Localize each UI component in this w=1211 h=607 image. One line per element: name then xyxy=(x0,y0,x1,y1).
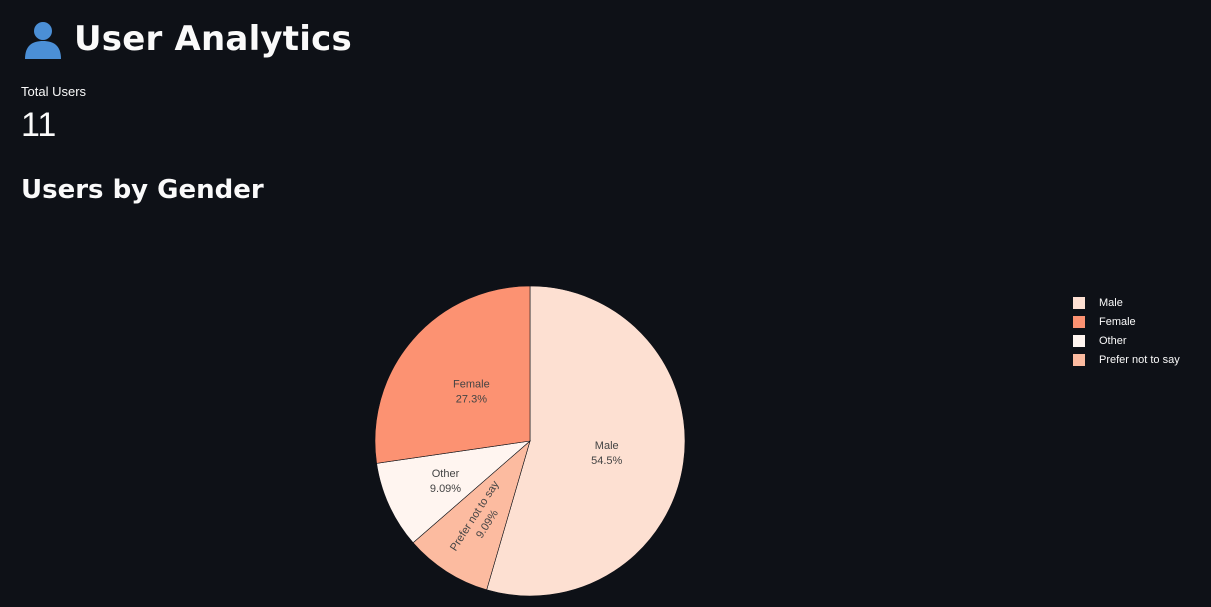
legend-swatch xyxy=(1073,296,1085,309)
page-header: User Analytics xyxy=(22,18,352,60)
legend-label: Prefer not to say xyxy=(1099,353,1180,366)
pie-label-male: Male 54.5% xyxy=(591,440,622,467)
legend-swatch xyxy=(1073,334,1085,347)
chart-legend[interactable]: Male Female Other Prefer not to say xyxy=(1073,293,1180,369)
page-title: User Analytics xyxy=(74,19,352,59)
legend-label: Male xyxy=(1099,296,1123,309)
legend-label: Other xyxy=(1099,334,1127,347)
pie-label-percent: 54.5% xyxy=(591,455,622,467)
pie-label-other: Other 9.09% xyxy=(430,468,461,495)
pie-slice-male[interactable] xyxy=(486,285,686,597)
pie-label-female: Female 27.3% xyxy=(453,378,490,405)
legend-item-other[interactable]: Other xyxy=(1073,331,1180,350)
pie-slice-female[interactable] xyxy=(374,285,531,464)
pie-label-percent: 9.09% xyxy=(430,483,461,495)
user-icon xyxy=(25,22,61,59)
legend-item-prefer-not-to-say[interactable]: Prefer not to say xyxy=(1073,350,1180,369)
legend-swatch xyxy=(1073,315,1085,328)
pie-label-name: Female xyxy=(453,378,490,390)
pie-slice-other[interactable] xyxy=(376,440,531,544)
legend-swatch xyxy=(1073,353,1085,366)
legend-item-male[interactable]: Male xyxy=(1073,293,1180,312)
metric-label: Total Users xyxy=(21,84,87,99)
pie-label-name: Male xyxy=(595,440,619,452)
metric-value: 11 xyxy=(21,106,57,144)
section-title: Users by Gender xyxy=(21,175,264,205)
pie-slice-prefer-not-to-say[interactable] xyxy=(412,440,531,591)
legend-label: Female xyxy=(1099,315,1136,328)
pie-label-percent: 27.3% xyxy=(456,393,487,405)
pie-label-name: Other xyxy=(432,468,460,480)
legend-item-female[interactable]: Female xyxy=(1073,312,1180,331)
